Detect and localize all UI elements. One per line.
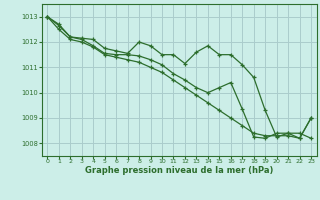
X-axis label: Graphe pression niveau de la mer (hPa): Graphe pression niveau de la mer (hPa): [85, 166, 273, 175]
